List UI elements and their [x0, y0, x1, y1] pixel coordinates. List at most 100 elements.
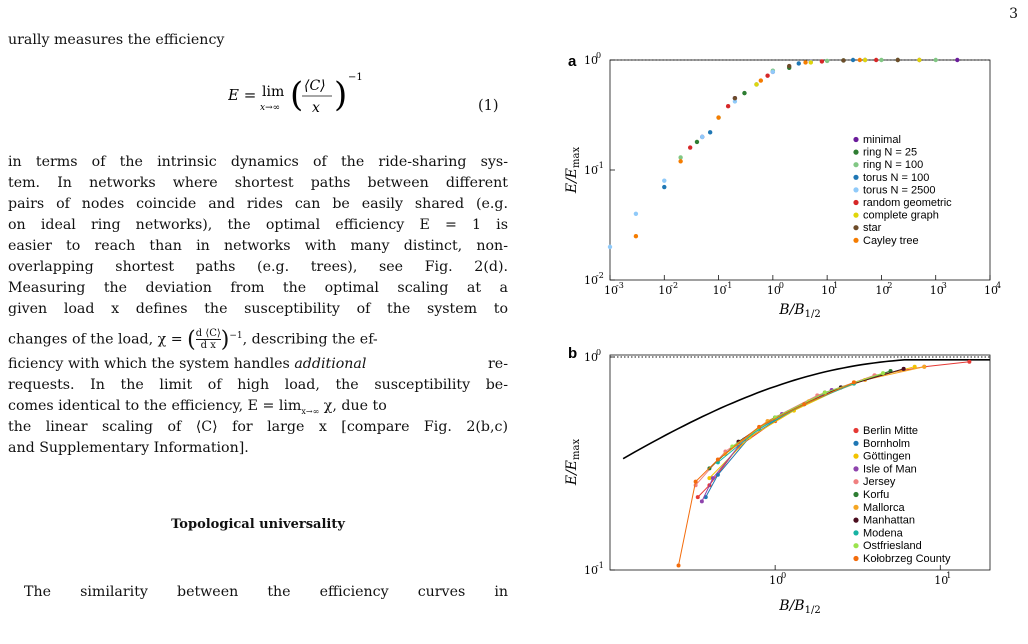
data-point	[715, 457, 720, 462]
text-line: tem. In networks where shortest paths be…	[8, 175, 508, 191]
legend-entry: Bornholm	[863, 438, 910, 450]
data-point	[742, 90, 747, 96]
series-line	[678, 381, 855, 566]
legend-entry: Ostfriesland	[863, 540, 922, 552]
data-point	[710, 476, 715, 481]
legend-marker	[853, 174, 859, 180]
eq-exponent: −1	[348, 72, 363, 83]
legend-marker	[853, 225, 859, 231]
legend-entry: random geometric	[863, 197, 952, 209]
x-tick-exponent: 1	[833, 281, 838, 290]
data-point	[700, 134, 705, 140]
legend-marker	[853, 427, 859, 434]
legend-entry: ring N = 25	[863, 147, 917, 159]
y-tick-exponent: 0	[596, 348, 601, 357]
panel-a: a 10-3 10-2 10-1 100 101 102 103 104 10-210-110…	[564, 51, 1001, 320]
x-tick-label: 10	[604, 284, 618, 297]
data-point	[819, 59, 825, 64]
x-tick-exponent: 2	[887, 281, 892, 290]
series-line	[697, 361, 970, 498]
data-point	[765, 73, 770, 78]
legend-marker	[853, 479, 859, 485]
eq-denominator: x	[312, 100, 320, 116]
series-line	[701, 389, 832, 502]
legend-entry: minimal	[863, 134, 901, 146]
text-line: urally measures the efficiency	[8, 32, 225, 48]
data-point	[678, 155, 683, 160]
text-line: The similarity between the efficiency cu…	[24, 584, 508, 600]
x-tick-exponent: -2	[670, 281, 678, 290]
data-point	[881, 371, 886, 376]
figure-2: a 10-3 10-2 10-1 100 101 102 103 104 10-210-110…	[564, 51, 1001, 616]
y-tick-exponent: -1	[596, 161, 604, 170]
section-title: Topological universality	[171, 517, 345, 532]
legend-marker	[853, 555, 859, 562]
legend-entry: torus N = 2500	[863, 184, 935, 196]
text-line: comes identical to the efficiency, E = l…	[8, 398, 387, 416]
data-point	[917, 57, 922, 63]
data-point	[758, 78, 764, 83]
x-tick-exponent: 0	[781, 571, 786, 580]
data-point	[803, 60, 808, 65]
legend-entry: Cayley tree	[863, 235, 919, 247]
x-tick-label: 10	[875, 284, 889, 297]
equation-number: (1)	[478, 98, 499, 114]
data-point	[699, 499, 704, 504]
legend-marker	[853, 199, 859, 206]
data-point	[754, 82, 759, 87]
data-point	[873, 57, 879, 63]
data-point	[955, 57, 960, 63]
y-axis-label: E/Emax	[564, 439, 582, 487]
data-point	[607, 244, 613, 250]
text-line: ficiency with which the system handles a…	[8, 356, 508, 372]
data-point	[922, 364, 927, 369]
data-point	[879, 57, 884, 63]
legend-entry: complete graph	[863, 210, 939, 222]
eq-paren-left: (	[290, 75, 303, 115]
data-point	[694, 139, 700, 145]
data-point	[802, 402, 807, 407]
legend-entry: Berlin Mitte	[863, 425, 918, 437]
legend-entry: ring N = 100	[863, 159, 923, 171]
data-point	[824, 58, 830, 64]
data-point	[967, 359, 972, 364]
legend-entry: Modena	[863, 527, 904, 539]
data-point	[662, 184, 667, 190]
legend-marker	[853, 504, 859, 510]
x-tick-label: 10	[934, 574, 948, 587]
data-point	[695, 495, 700, 500]
data-point	[851, 380, 856, 385]
data-point	[662, 178, 667, 183]
eq-paren-right: )	[334, 75, 347, 115]
data-point	[732, 99, 738, 104]
panel-label: b	[568, 345, 577, 362]
x-axis-label: B/B1/2	[778, 302, 820, 320]
y-tick-label: 10	[584, 564, 598, 577]
y-tick-exponent: -1	[596, 561, 604, 570]
x-tick-exponent: 4	[996, 281, 1001, 290]
legend-marker	[853, 187, 859, 193]
x-tick-label: 10	[767, 284, 781, 297]
data-point	[633, 211, 639, 216]
legend-entry: star	[863, 222, 882, 234]
equation-1: E = lim x→∞ ( ⟨C⟩ x ) −1	[228, 72, 363, 116]
legend-marker	[853, 517, 859, 523]
data-point	[862, 57, 868, 63]
x-tick-label: 10	[821, 284, 835, 297]
x-tick-label: 10	[769, 574, 783, 587]
data-point	[687, 145, 693, 150]
legend-entry: Manhattan	[863, 515, 915, 527]
text-line: given load x defines the susceptibility …	[8, 301, 508, 317]
data-point	[707, 476, 712, 481]
text-line: overlapping shortest paths (e.g. trees),…	[8, 259, 508, 275]
x-tick-exponent: 1	[946, 571, 951, 580]
legend-marker	[853, 466, 859, 472]
data-point	[770, 69, 776, 75]
data-point	[857, 57, 863, 63]
data-point	[716, 115, 721, 120]
data-point	[725, 104, 731, 109]
data-point	[693, 479, 698, 484]
data-point	[808, 60, 814, 65]
